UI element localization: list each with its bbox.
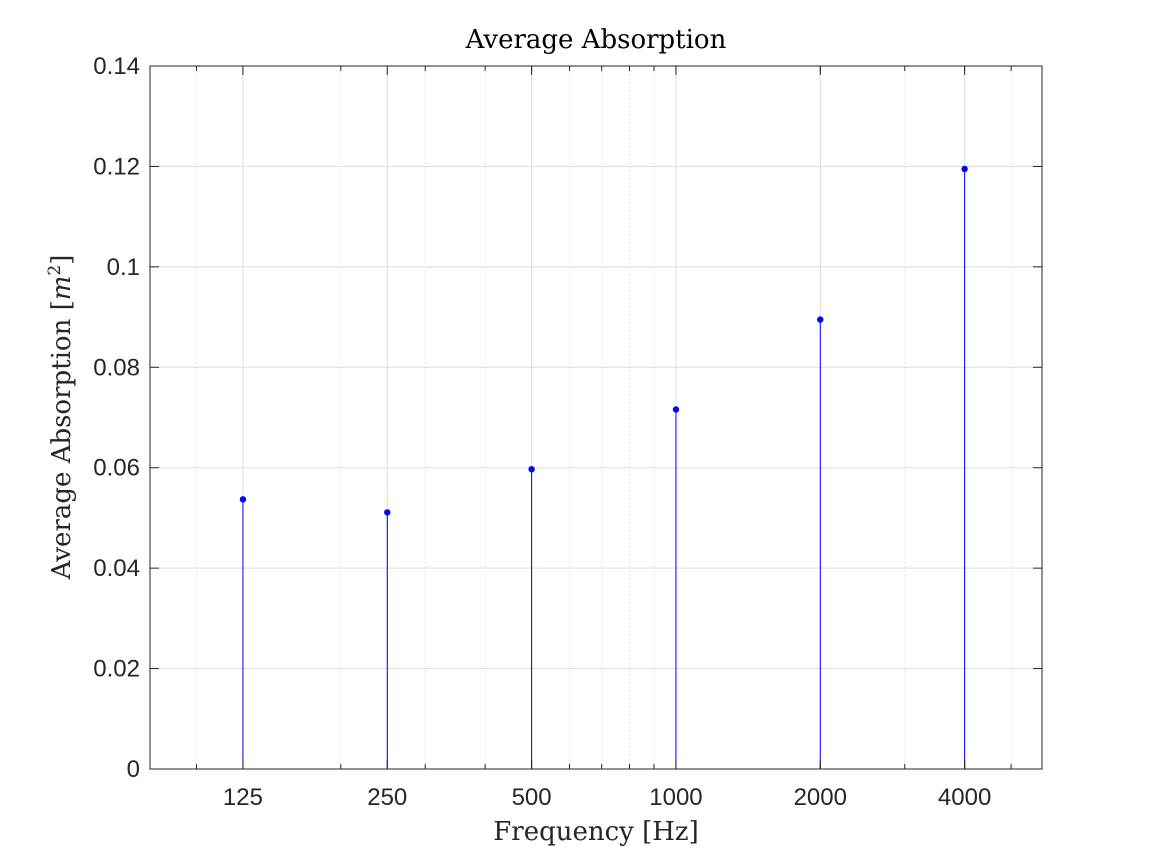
y-axis-label-var: m: [47, 276, 77, 301]
stem-marker: [239, 496, 247, 503]
chart-title: Average Absorption: [465, 25, 727, 55]
y-axis-label-text: Average Absorption [: [47, 300, 77, 580]
x-tick-label: 500: [512, 784, 552, 811]
x-tick-label: 125: [223, 784, 263, 811]
y-tick-label: 0.04: [93, 555, 140, 582]
x-minor-grid: [195, 66, 1012, 769]
stem-marker: [384, 509, 391, 516]
plot-area: [150, 66, 1042, 769]
y-tick-labels: 0 0.02 0.04 0.06 0.08 0.1 0.12 0.14: [93, 53, 140, 783]
stem-marker: [528, 466, 535, 473]
y-tick-label: 0.12: [93, 153, 140, 180]
x-tick-label: 4000: [938, 784, 991, 811]
axis-ticks: [150, 65, 1042, 770]
data-stems: [242, 168, 966, 769]
y-axis-label-sup: 2: [45, 265, 65, 276]
y-tick-label: 0.06: [93, 455, 140, 482]
x-tick-labels: 125 250 500 1000 2000 4000: [223, 784, 991, 811]
stem-marker: [672, 406, 680, 413]
x-tick-label: 1000: [649, 784, 702, 811]
stem-marker: [961, 165, 968, 173]
y-tick-label: 0.08: [93, 354, 140, 381]
axes-box: [149, 65, 1043, 770]
x-tick-label: 250: [367, 784, 407, 811]
x-tick-label: 2000: [794, 784, 847, 811]
y-axis-label: Average Absorption [m2]: [45, 255, 77, 581]
y-tick-label: 0.14: [93, 53, 140, 80]
y-tick-label: 0.1: [107, 254, 140, 281]
x-axis-label: Frequency [Hz]: [493, 817, 699, 847]
y-tick-label: 0: [127, 756, 140, 783]
y-tick-label: 0.02: [93, 656, 140, 683]
y-major-grid: [150, 165, 1042, 670]
data-markers: [239, 165, 968, 516]
y-axis-label-close: ]: [47, 255, 77, 265]
stem-marker: [817, 316, 824, 323]
